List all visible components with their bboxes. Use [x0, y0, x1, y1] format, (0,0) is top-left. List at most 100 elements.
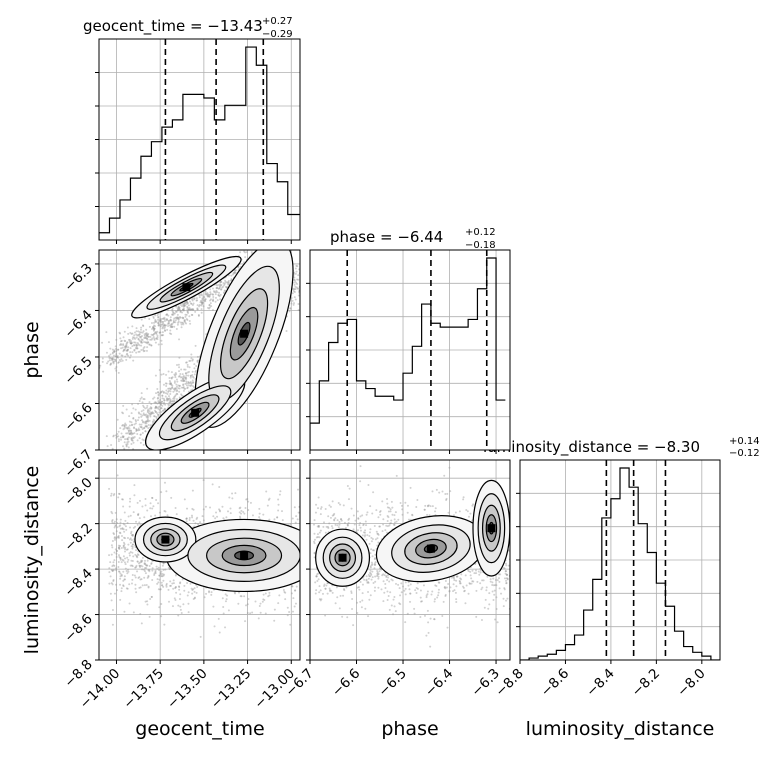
panel-luminosity-distance-vs-phase-pt [384, 529, 387, 532]
panel-luminosity-distance-vs-geocent-time-pt [173, 597, 176, 600]
panel-phase-vs-geocent-time-pt [123, 346, 126, 349]
panel-phase-vs-geocent-time-pt [123, 348, 126, 351]
panel-phase-vs-geocent-time-pt [185, 313, 188, 316]
panel-phase-vs-geocent-time-pt [141, 331, 144, 334]
panel-phase-vs-geocent-time-pt [159, 319, 162, 322]
panel-luminosity-distance-vs-geocent-time-pt [161, 572, 164, 575]
panel-phase-vs-geocent-time-pt [171, 322, 174, 325]
panel-phase-vs-geocent-time-pt [147, 335, 150, 338]
panel-luminosity-distance-vs-geocent-time-pt [296, 518, 299, 521]
panel-phase-vs-geocent-time-pt [203, 299, 206, 302]
panel-phase-vs-geocent-time-pt [194, 344, 197, 347]
panel-luminosity-distance-vs-geocent-time-pt [294, 521, 297, 524]
panel-phase-vs-geocent-time-pt [189, 382, 192, 385]
panel-phase-vs-geocent-time-pt [159, 402, 162, 405]
panel-phase-vs-geocent-time-pt [142, 324, 145, 327]
panel-phase-vs-geocent-time-pt [174, 316, 177, 319]
panel-phase-vs-geocent-time-pt [128, 424, 131, 427]
panel-luminosity-distance-vs-geocent-time-pt [120, 561, 123, 564]
panel-luminosity-distance-vs-phase-pt [346, 485, 349, 488]
panel-phase-vs-geocent-time-pt [204, 298, 207, 301]
panel-phase-vs-geocent-time-pt [150, 321, 153, 324]
panel-luminosity-distance-vs-geocent-time-pt [118, 493, 121, 496]
panel-phase-vs-geocent-time-pt [150, 412, 153, 415]
panel-luminosity-distance-vs-geocent-time-pt [156, 567, 159, 570]
panel-luminosity-distance-vs-phase-pt [359, 465, 362, 468]
panel-phase-vs-geocent-time-pt [115, 349, 118, 352]
panel-luminosity-distance-vs-geocent-time-pt [294, 589, 297, 592]
panel-phase-vs-geocent-time-pt [144, 407, 147, 410]
panel-luminosity-distance-vs-geocent-time-pt [119, 545, 122, 548]
panel-luminosity-distance-vs-phase-pt [387, 516, 390, 519]
panel-phase-vs-geocent-time-pt [143, 426, 146, 429]
panel-luminosity-distance-vs-phase-pt [338, 607, 341, 610]
panel-luminosity-distance-vs-geocent-time-pt [244, 620, 247, 623]
panel-luminosity-distance-vs-phase-pt [318, 591, 321, 594]
panel-phase-vs-geocent-time-pt [172, 320, 175, 323]
panel-luminosity-distance-vs-geocent-time-pt [124, 546, 127, 549]
panel-luminosity-distance-vs-phase-pt [502, 605, 505, 608]
panel-luminosity-distance-vs-geocent-time-pt [225, 598, 228, 601]
panel-phase-vs-geocent-time-ytick-label-0: −6.7 [61, 447, 95, 481]
panel-phase-vs-geocent-time-pt [123, 330, 126, 333]
panel-luminosity-distance-vs-phase-pt [505, 582, 508, 585]
panel-phase-vs-geocent-time-pt [140, 392, 143, 395]
panel-phase-vs-geocent-time-pt [151, 412, 154, 415]
panel-luminosity-distance-vs-geocent-time-pt [108, 571, 111, 574]
panel-phase-vs-geocent-time-pt [196, 308, 199, 311]
panel-luminosity-distance-vs-phase-pt [406, 511, 409, 514]
panel-phase-vs-geocent-time-pt [114, 345, 117, 348]
panel-phase-vs-geocent-time-pt [204, 292, 207, 295]
panel-luminosity-distance-vs-geocent-time-pt [122, 522, 125, 525]
panel-phase-vs-geocent-time-pt [154, 331, 157, 334]
panel-phase-vs-geocent-time-pt [182, 377, 185, 380]
panel-luminosity-distance-vs-geocent-time-pt [240, 512, 243, 515]
panel-luminosity-distance-vs-phase-pt [433, 600, 436, 603]
panel-luminosity-distance-vs-phase-pt [425, 596, 428, 599]
title-phase-plus: +0.12 [465, 227, 496, 238]
panel-phase-vs-geocent-time-pt [163, 399, 166, 402]
panel-phase-vs-geocent-time-pt [152, 327, 155, 330]
panel-luminosity-distance-vs-phase-pt [446, 626, 449, 629]
panel-luminosity-distance-vs-phase-pt [383, 574, 386, 577]
panel-phase-vs-geocent-time-pt [131, 337, 134, 340]
panel-phase-vs-geocent-time-pt [306, 269, 308, 271]
panel-luminosity-distance-vs-phase-pt [427, 621, 430, 624]
title-geocent-time-main: geocent_time = −13.43 [83, 17, 263, 36]
panel-phase-vs-geocent-time-pt [174, 376, 177, 379]
panel-phase-vs-geocent-time-pt [152, 418, 155, 421]
panel-phase-vs-geocent-time-pt [225, 286, 228, 289]
panel-phase-vs-geocent-time-pt [161, 400, 164, 403]
panel-phase-vs-geocent-time-pt [208, 307, 211, 310]
panel-luminosity-distance-vs-geocent-time-pt [295, 585, 298, 588]
panel-phase-vs-geocent-time-pt [183, 387, 186, 390]
panel-luminosity-distance-vs-geocent-time-pt [126, 556, 129, 559]
panel-phase-vs-geocent-time-pt [175, 373, 178, 376]
panel-phase-vs-geocent-time-pt [169, 318, 172, 321]
panel-luminosity-distance-vs-phase-pt [386, 519, 389, 522]
panel-luminosity-distance-vs-phase-pt [404, 581, 407, 584]
panel-phase-vs-geocent-time-pt [158, 331, 161, 334]
panel-phase-vs-geocent-time-pt [292, 302, 295, 305]
panel-phase-vs-geocent-time-pt [153, 338, 156, 341]
panel-phase-vs-geocent-time-pt [165, 385, 168, 388]
panel-luminosity-distance-vs-geocent-time-pt [277, 498, 280, 501]
panel-luminosity-distance-vs-phase-pt [480, 588, 483, 591]
panel-phase-vs-geocent-time-pt [129, 351, 132, 354]
panel-luminosity-distance-vs-geocent-time-pt [130, 532, 133, 535]
panel-phase-vs-geocent-time-pt [166, 328, 169, 331]
panel-luminosity-distance-vs-phase-pt [319, 513, 322, 516]
panel-phase-vs-geocent-time-pt [147, 427, 150, 430]
panel-phase-vs-geocent-time-pt [169, 382, 172, 385]
panel-phase-vs-geocent-time-pt [188, 384, 191, 387]
panel-luminosity-distance-vs-phase-pt [422, 584, 425, 587]
panel-phase-vs-geocent-time-pt [114, 452, 116, 454]
panel-luminosity-distance-vs-phase-pt [397, 518, 400, 521]
panel-phase-vs-geocent-time-pt [115, 436, 118, 439]
panel-luminosity-distance-vs-phase-pt [467, 570, 470, 573]
panel-luminosity-distance-vs-phase-pt [426, 513, 429, 516]
panel-phase-vs-geocent-time-pt [131, 423, 134, 426]
panel-phase-vs-geocent-time-pt [132, 441, 135, 444]
panel-luminosity-distance-vs-phase-pt [317, 578, 320, 581]
panel-luminosity-distance-vs-geocent-time-pt [121, 558, 124, 561]
